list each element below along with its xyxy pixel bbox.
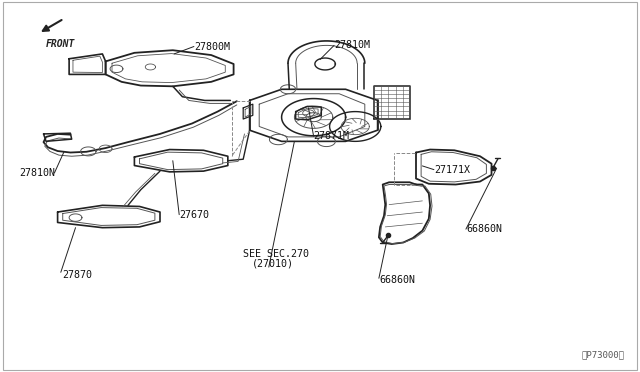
Text: 27870: 27870 <box>63 270 93 279</box>
Text: 27800M: 27800M <box>194 42 230 51</box>
Text: 27171X: 27171X <box>434 165 470 174</box>
Text: 27871M: 27871M <box>314 131 349 141</box>
Text: 。P73000。: 。P73000。 <box>581 350 624 359</box>
Text: 27810M: 27810M <box>334 41 370 50</box>
Text: 66860N: 66860N <box>466 224 502 234</box>
Text: SEE SEC.270: SEE SEC.270 <box>243 249 309 259</box>
Text: 27810N: 27810N <box>19 168 55 178</box>
Text: FRONT: FRONT <box>46 39 76 49</box>
Text: 66860N: 66860N <box>379 275 415 285</box>
Text: 27670: 27670 <box>179 210 209 219</box>
Text: (27010): (27010) <box>252 259 294 268</box>
